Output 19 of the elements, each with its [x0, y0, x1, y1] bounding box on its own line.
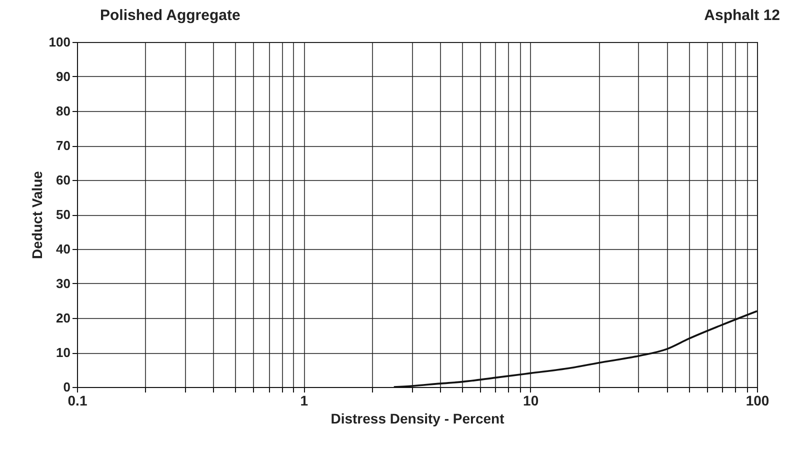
y-tick-label: 40 [56, 242, 70, 256]
y-tick-label: 100 [48, 34, 70, 50]
x-tick-label: 1 [300, 392, 308, 408]
x-tick-label: 100 [746, 392, 770, 408]
y-tick-label: 90 [56, 69, 70, 84]
chart-title: Polished Aggregate [100, 6, 240, 26]
y-tick-label: 80 [56, 104, 70, 118]
y-axis-title: Deduct Value [28, 170, 45, 259]
text: Asphalt 12 [704, 6, 780, 26]
y-tick-label: 0 [63, 380, 70, 394]
x-tick-label: 10 [523, 392, 539, 408]
y-tick-label: 30 [56, 276, 70, 291]
y-tick-label: 70 [56, 138, 70, 153]
x-axis-title: Distress Density - Percent [330, 410, 505, 426]
y-tick-label: 60 [56, 172, 70, 188]
x-tick-label: 0.1 [68, 392, 88, 408]
y-tick-label: 50 [56, 207, 70, 222]
y-tick-label: 20 [56, 310, 70, 326]
y-tick-label: 10 [56, 345, 70, 360]
